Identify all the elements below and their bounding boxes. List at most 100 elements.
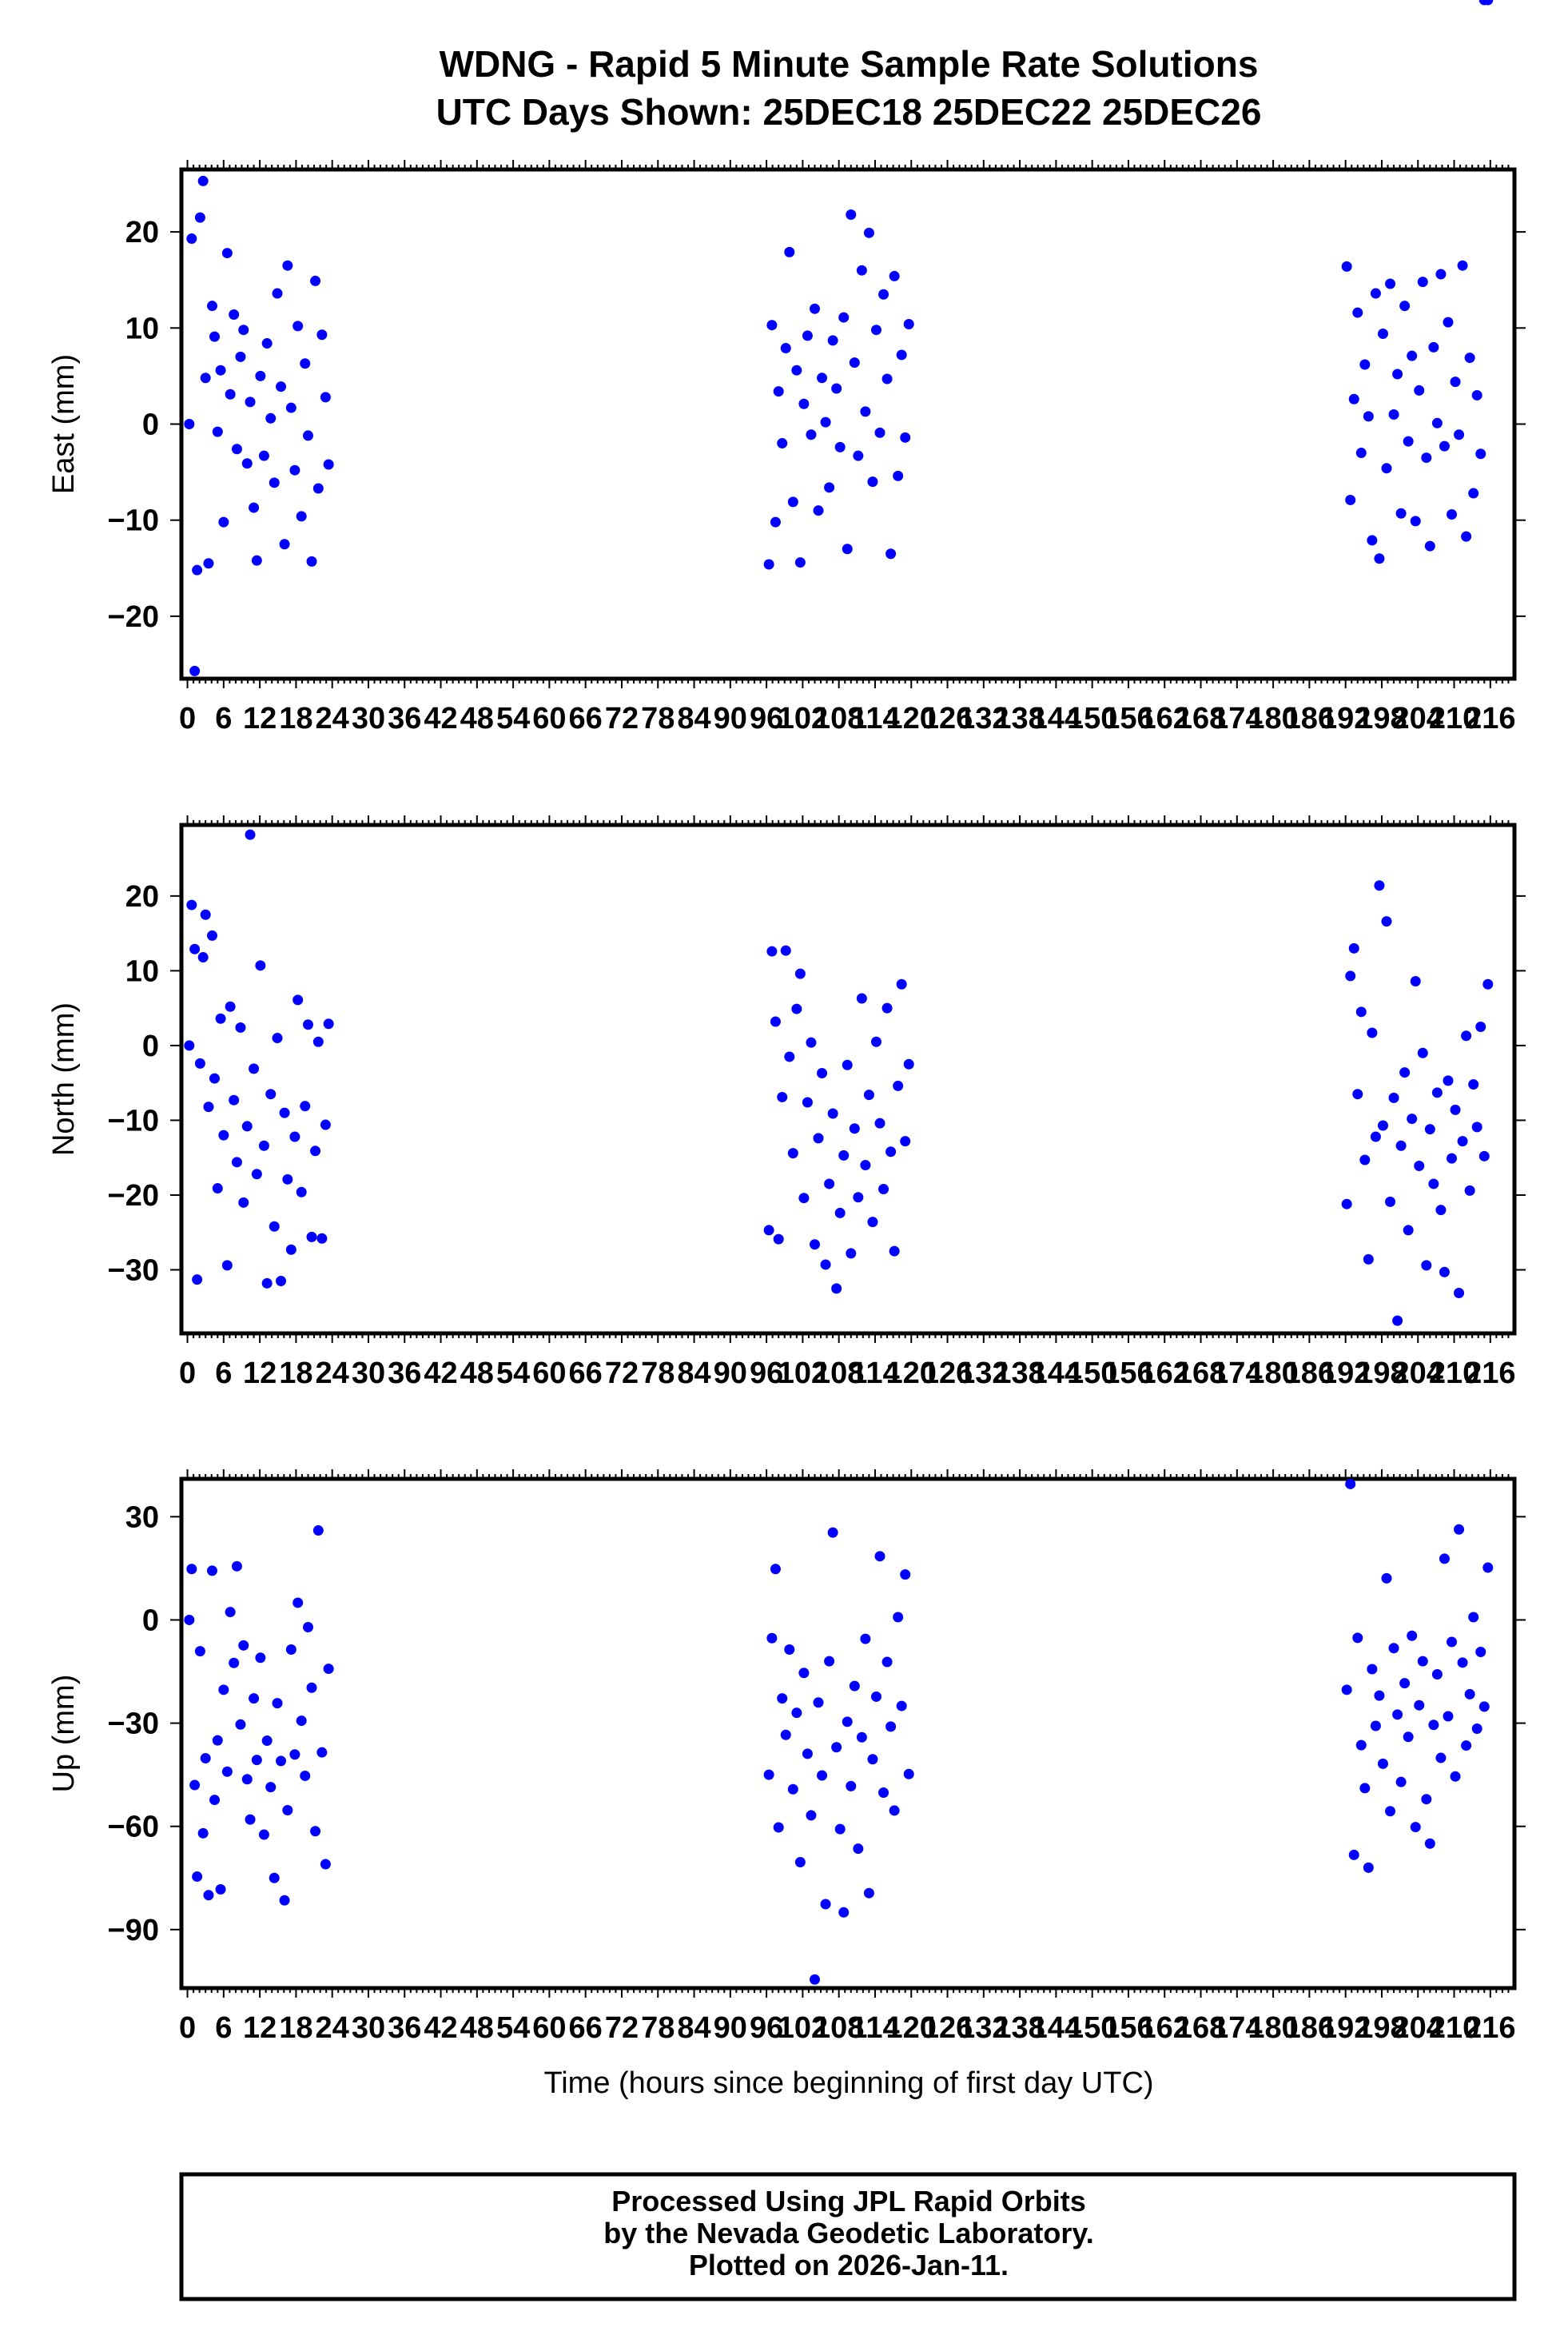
- data-point: [1475, 1022, 1486, 1033]
- data-point: [784, 1644, 795, 1655]
- x-tick-label: 126: [922, 2011, 973, 2045]
- data-point: [889, 270, 900, 281]
- data-point: [1374, 880, 1385, 891]
- data-point: [265, 1089, 277, 1100]
- x-tick-label: 24: [316, 2011, 349, 2045]
- data-point: [1410, 1822, 1421, 1833]
- data-point: [289, 464, 300, 476]
- data-point: [842, 544, 853, 555]
- data-point: [766, 1632, 778, 1644]
- data-point: [310, 1826, 321, 1837]
- data-point: [849, 1123, 860, 1134]
- data-point: [251, 555, 262, 566]
- data-point: [1431, 417, 1443, 428]
- x-tick-label: 150: [1067, 702, 1117, 735]
- x-tick-label: 84: [677, 2011, 710, 2045]
- data-point: [882, 1656, 893, 1668]
- data-point: [860, 1160, 871, 1171]
- x-tick-label: 126: [922, 1357, 973, 1390]
- data-point: [184, 1614, 195, 1625]
- x-tick-label: 42: [424, 702, 457, 735]
- data-point: [1377, 1758, 1388, 1769]
- data-point: [225, 1607, 236, 1618]
- data-point: [310, 275, 321, 286]
- data-point: [1341, 261, 1352, 272]
- data-point: [218, 1130, 229, 1141]
- data-point: [773, 1233, 784, 1245]
- data-point: [1367, 535, 1378, 546]
- y-tick-label: 0: [142, 1030, 159, 1063]
- data-point: [184, 1040, 195, 1051]
- data-point: [1450, 1104, 1461, 1115]
- data-point: [206, 301, 217, 312]
- data-point: [1482, 0, 1494, 6]
- data-point: [853, 450, 864, 461]
- data-point: [889, 1805, 900, 1816]
- data-point: [229, 1094, 240, 1106]
- y-tick-label: −90: [108, 1914, 159, 1947]
- data-point: [813, 505, 824, 516]
- data-point: [279, 1107, 290, 1118]
- data-point: [1435, 269, 1447, 280]
- data-point: [1414, 385, 1425, 396]
- data-point: [893, 470, 904, 481]
- data-point: [1464, 353, 1475, 364]
- data-point: [791, 365, 802, 376]
- data-point: [878, 289, 889, 300]
- data-point: [889, 1245, 900, 1257]
- data-point: [856, 265, 867, 276]
- data-point: [269, 1872, 280, 1883]
- x-tick-label: 84: [677, 702, 710, 735]
- x-tick-label: 210: [1429, 2011, 1479, 2045]
- data-point: [1428, 341, 1439, 353]
- x-tick-label: 156: [1103, 702, 1153, 735]
- data-point: [229, 309, 240, 320]
- data-point: [824, 1178, 835, 1189]
- data-point: [293, 1597, 304, 1608]
- data-point: [882, 1002, 893, 1014]
- data-point: [1468, 1612, 1479, 1623]
- data-point: [809, 1974, 820, 1985]
- data-point: [258, 1140, 269, 1151]
- x-tick-label: 66: [569, 2011, 603, 2045]
- data-point: [221, 248, 233, 259]
- x-tick-label: 216: [1465, 702, 1515, 735]
- data-point: [867, 1754, 878, 1765]
- data-point: [312, 1525, 324, 1536]
- x-tick-label: 120: [886, 2011, 937, 2045]
- data-point: [1359, 359, 1371, 370]
- data-point: [203, 1102, 214, 1113]
- data-point: [300, 1101, 311, 1112]
- data-point: [1461, 1740, 1472, 1751]
- x-tick-label: 156: [1103, 1357, 1153, 1390]
- x-tick-label: 132: [958, 2011, 1009, 2045]
- data-point: [766, 320, 778, 331]
- data-point: [1447, 508, 1458, 520]
- data-point: [896, 1700, 907, 1711]
- x-tick-label: 132: [958, 702, 1009, 735]
- data-point: [853, 1843, 864, 1855]
- data-point: [1377, 329, 1388, 340]
- data-point: [1443, 317, 1454, 328]
- data-point: [1471, 1122, 1482, 1133]
- data-point: [1341, 1198, 1352, 1209]
- data-point: [802, 1748, 813, 1759]
- data-point: [1450, 377, 1461, 388]
- data-point: [831, 1283, 842, 1294]
- data-point: [1443, 1075, 1454, 1086]
- data-point: [1399, 1067, 1411, 1078]
- plot-frame: [179, 1476, 1517, 1990]
- x-tick-label: 216: [1465, 2011, 1515, 2045]
- data-point: [1478, 1150, 1490, 1162]
- x-tick-label: 18: [279, 1357, 312, 1390]
- data-point: [763, 559, 774, 570]
- data-point: [245, 829, 256, 840]
- x-tick-label: 150: [1067, 2011, 1117, 2045]
- data-point: [870, 1691, 882, 1702]
- data-point: [1399, 1678, 1411, 1689]
- data-point: [1367, 1027, 1378, 1038]
- x-tick-label: 138: [994, 2011, 1045, 2045]
- east-panel: 0 6 12 18 24 30 36 42 48 54 60 66 72 78 84 90 9610210811…: [47, 0, 1526, 735]
- x-tick-label: 42: [424, 1357, 457, 1390]
- data-point: [255, 370, 266, 381]
